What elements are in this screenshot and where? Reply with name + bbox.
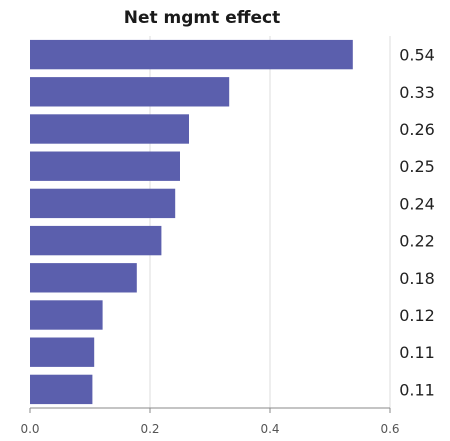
- bar-value-label: 0.11: [399, 343, 435, 362]
- bar: [30, 300, 103, 330]
- bar-value-label: 0.54: [399, 46, 435, 65]
- value-labels: 0.54 0.33 0.26 0.25 0.24 0.22 0.18 0.12 0.11 0.11: [399, 46, 435, 400]
- bar: [30, 114, 189, 144]
- bar-value-label: 0.11: [399, 380, 435, 399]
- bar: [30, 263, 137, 293]
- bar-value-label: 0.26: [399, 120, 435, 139]
- bar-value-label: 0.24: [399, 194, 435, 213]
- x-tick-label: 0.4: [260, 422, 279, 436]
- bar: [30, 151, 180, 181]
- bars: [30, 39, 353, 405]
- bar: [30, 225, 162, 256]
- x-tick-label: 0.2: [140, 422, 159, 436]
- bar: [30, 188, 176, 219]
- x-tick-label: 0.0: [20, 422, 39, 436]
- bar: [30, 374, 93, 405]
- bar: [30, 337, 95, 367]
- bar-value-label: 0.18: [399, 269, 435, 288]
- bar: [30, 77, 230, 107]
- x-axis: 0.0 0.2 0.4 0.6: [20, 407, 400, 436]
- chart-title: Net mgmt effect: [124, 8, 280, 28]
- bar: [30, 39, 353, 70]
- bar-value-label: 0.22: [399, 232, 435, 251]
- bar-value-label: 0.25: [399, 157, 435, 176]
- bar-value-label: 0.33: [399, 83, 435, 102]
- x-tick-label: 0.6: [380, 422, 399, 436]
- bar-value-label: 0.12: [399, 306, 435, 325]
